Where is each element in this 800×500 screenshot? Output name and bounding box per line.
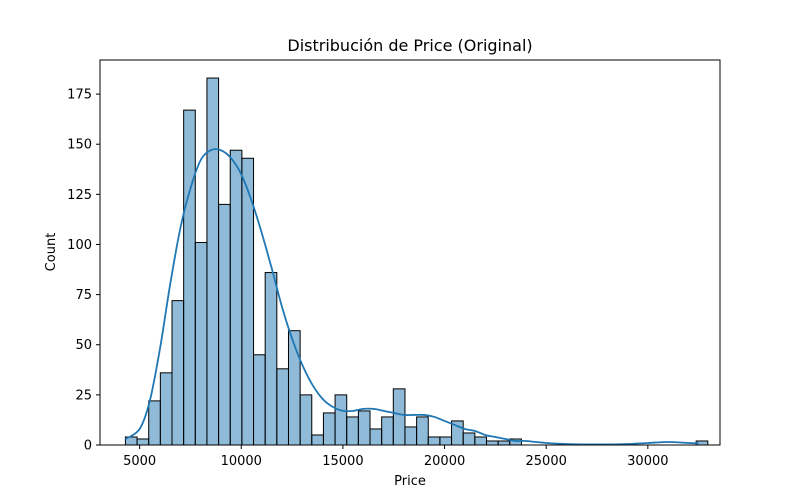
- histogram-bar: [427, 436, 441, 446]
- histogram-bar: [462, 432, 476, 446]
- x-tick-label: 20000: [424, 454, 465, 469]
- histogram-bar: [346, 416, 359, 446]
- histogram-bar: [369, 428, 383, 446]
- histogram-bar: [171, 300, 185, 446]
- histogram-bar: [206, 77, 220, 446]
- histogram-bar: [311, 434, 324, 446]
- histogram-bar: [416, 416, 429, 446]
- histogram-bar: [485, 440, 499, 446]
- y-tick-label: 0: [84, 439, 92, 454]
- y-tick-label: 25: [75, 388, 92, 403]
- histogram-bar: [334, 394, 348, 446]
- x-tick-label: 30000: [627, 454, 668, 469]
- x-tick-label: 15000: [322, 454, 363, 469]
- histogram-bar: [381, 416, 394, 446]
- histogram-bar: [439, 436, 453, 446]
- y-tick-label: 100: [67, 238, 92, 253]
- kde-line: [124, 148, 699, 446]
- histogram-bar: [253, 354, 266, 446]
- y-tick-label: 150: [67, 138, 92, 153]
- plot-frame: [99, 59, 721, 446]
- histogram-bar: [322, 412, 336, 446]
- histogram-bar: [218, 203, 231, 446]
- y-tick-label: 125: [67, 188, 92, 203]
- histogram-bar: [229, 149, 243, 446]
- histogram-bar: [287, 330, 301, 446]
- x-tick-label: 10000: [221, 454, 262, 469]
- y-tick-label: 175: [67, 88, 92, 103]
- histogram-bar: [159, 372, 173, 446]
- histogram-bar: [194, 241, 208, 446]
- histogram-bar: [148, 400, 161, 446]
- x-tick-label: 5000: [123, 454, 156, 469]
- histogram-bar: [264, 272, 278, 446]
- histogram-bar: [474, 436, 488, 446]
- histogram-bar: [392, 388, 406, 446]
- histogram-bars: [124, 77, 709, 446]
- y-tick-label: 50: [75, 338, 92, 353]
- y-axis-label: Count: [44, 233, 59, 272]
- histogram-bar: [299, 394, 313, 446]
- histogram-bar: [497, 440, 511, 446]
- chart-title: Distribución de Price (Original): [287, 36, 532, 55]
- x-axis-label: Price: [394, 474, 426, 489]
- x-tick-label: 25000: [526, 454, 567, 469]
- histogram-bar: [276, 368, 289, 446]
- y-axis-ticks: 0 25 50 75 100 125 150 175: [67, 88, 100, 454]
- y-tick-label: 75: [75, 288, 92, 303]
- histogram-bar: [183, 109, 196, 446]
- x-axis-ticks: 5000 10000 15000 20000 25000 30000: [123, 445, 669, 469]
- histogram-bar: [357, 410, 371, 446]
- histogram-bar: [404, 426, 418, 446]
- histogram-bar: [136, 438, 150, 446]
